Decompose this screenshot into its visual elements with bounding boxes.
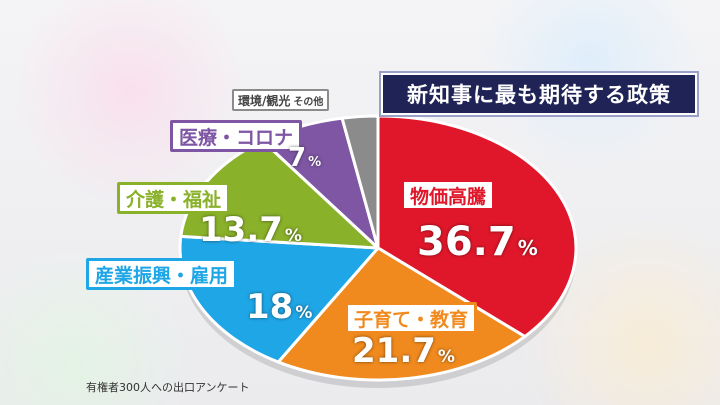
slice-value-prices: 36.7% [417, 219, 538, 265]
chart-title: 新知事に最も期待する政策 [381, 73, 697, 115]
slice-label-welfare: 介護・福祉 [117, 182, 231, 214]
slice-label-childcare: 子育て・教育 [345, 302, 478, 334]
slice-label-medical: 医療・コロナ [170, 120, 303, 152]
pie-slice-other [340, 114, 380, 250]
slice-label-prices: 物価高騰 [401, 179, 496, 211]
pie-slice-prices [376, 114, 578, 339]
slice-value-industry: 18% [246, 287, 313, 327]
slice-value-childcare: 21.7% [352, 331, 455, 371]
slice-value-welfare: 13.7% [199, 210, 302, 250]
slice-label-industry: 産業振興・雇用 [86, 258, 238, 290]
footnote: 有権者300人への出口アンケート [86, 381, 250, 394]
slice-value-medical: 7% [288, 143, 322, 173]
slice-label-other: 環境/観光 その他 [232, 89, 330, 111]
